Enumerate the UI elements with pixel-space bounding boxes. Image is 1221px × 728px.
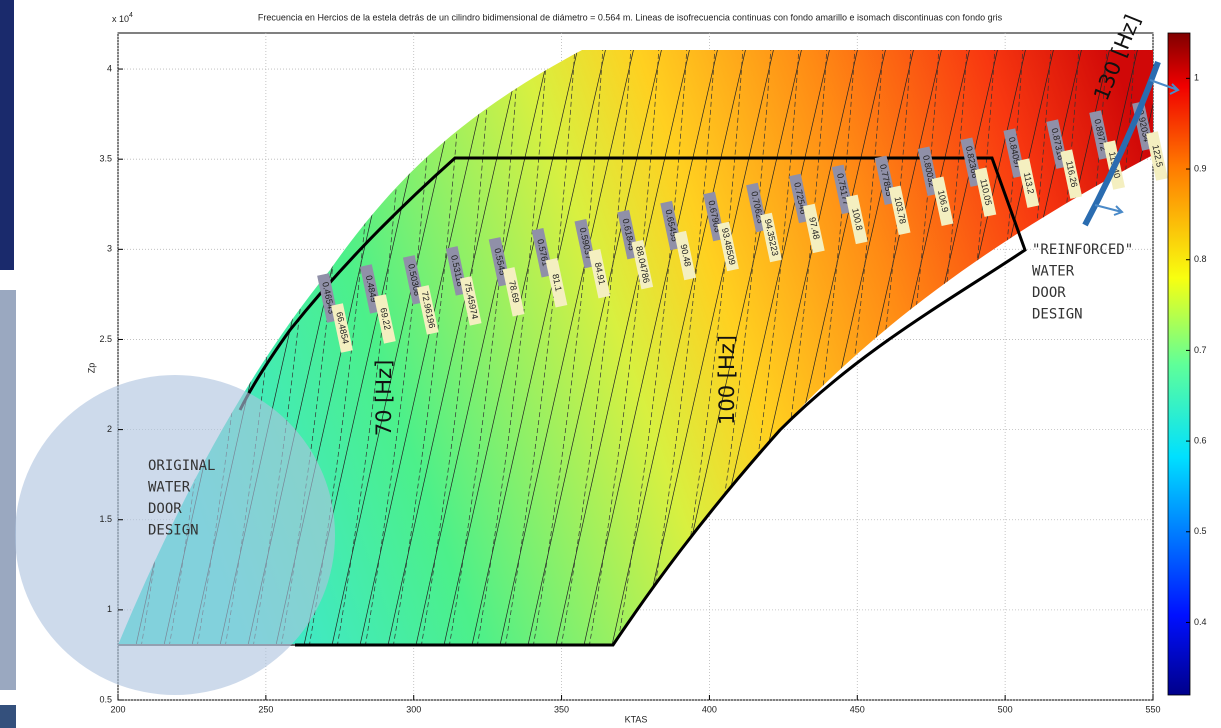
- x-tick-label: 350: [554, 704, 569, 714]
- x-tick-label: 500: [998, 704, 1013, 714]
- y-tick-label: 4: [107, 63, 112, 73]
- colorbar-tick-label: 0.8: [1194, 254, 1207, 264]
- y-tick-label: 1.5: [99, 514, 112, 524]
- exponent-power: 4: [129, 12, 133, 19]
- design-label: DESIGN: [1032, 307, 1083, 323]
- x-tick-label: 400: [702, 704, 717, 714]
- slide-edge: [0, 705, 16, 728]
- y-tick-label: 3.5: [99, 154, 112, 164]
- annotation: 100 [Hz]: [715, 335, 739, 425]
- chart-title: Frecuencia en Hercios de la estela detrá…: [258, 12, 1003, 22]
- y-tick-label: 0.5: [99, 694, 112, 704]
- annotation: 70 [Hz]: [372, 360, 396, 437]
- y-tick-label: 1: [107, 604, 112, 614]
- colorbar-tick-label: 0.4: [1194, 617, 1207, 627]
- design-label: DESIGN: [148, 523, 199, 539]
- colorbar-tick-label: 0.5: [1194, 526, 1207, 536]
- x-tick-label: 200: [110, 704, 125, 714]
- y-axis-label: Zp: [86, 363, 96, 374]
- design-label: ORIGINAL: [148, 458, 215, 474]
- design-label: WATER: [1032, 264, 1075, 280]
- x-tick-label: 450: [850, 704, 865, 714]
- colorbar: [1168, 33, 1190, 695]
- colorbar-tick-label: 1: [1194, 73, 1199, 83]
- design-label: WATER: [148, 480, 191, 496]
- isofrequency-line: [1188, 30, 1221, 700]
- design-label: "REINFORCED": [1032, 242, 1133, 258]
- colorbar-tick-label: 0.9: [1194, 163, 1207, 173]
- y-tick-label: 2: [107, 424, 112, 434]
- colorbar-tick-label: 0.7: [1194, 345, 1207, 355]
- exponent-base: x 10: [112, 14, 129, 24]
- design-label: DOOR: [1032, 285, 1066, 301]
- y-tick-label: 3: [107, 244, 112, 254]
- y-exponent: x 104: [112, 12, 133, 25]
- x-axis-label: KTAS: [625, 714, 648, 724]
- design-label: DOOR: [148, 501, 182, 517]
- x-tick-label: 300: [406, 704, 421, 714]
- slide-edge: [0, 0, 14, 270]
- colorbar-tick-label: 0.6: [1194, 435, 1207, 445]
- slide-edge: [0, 290, 16, 690]
- chart: 0.465430.48490.503080.531180.55450.57610…: [0, 0, 1221, 728]
- x-tick-label: 250: [258, 704, 273, 714]
- x-tick-label: 550: [1145, 704, 1160, 714]
- y-tick-label: 2.5: [99, 334, 112, 344]
